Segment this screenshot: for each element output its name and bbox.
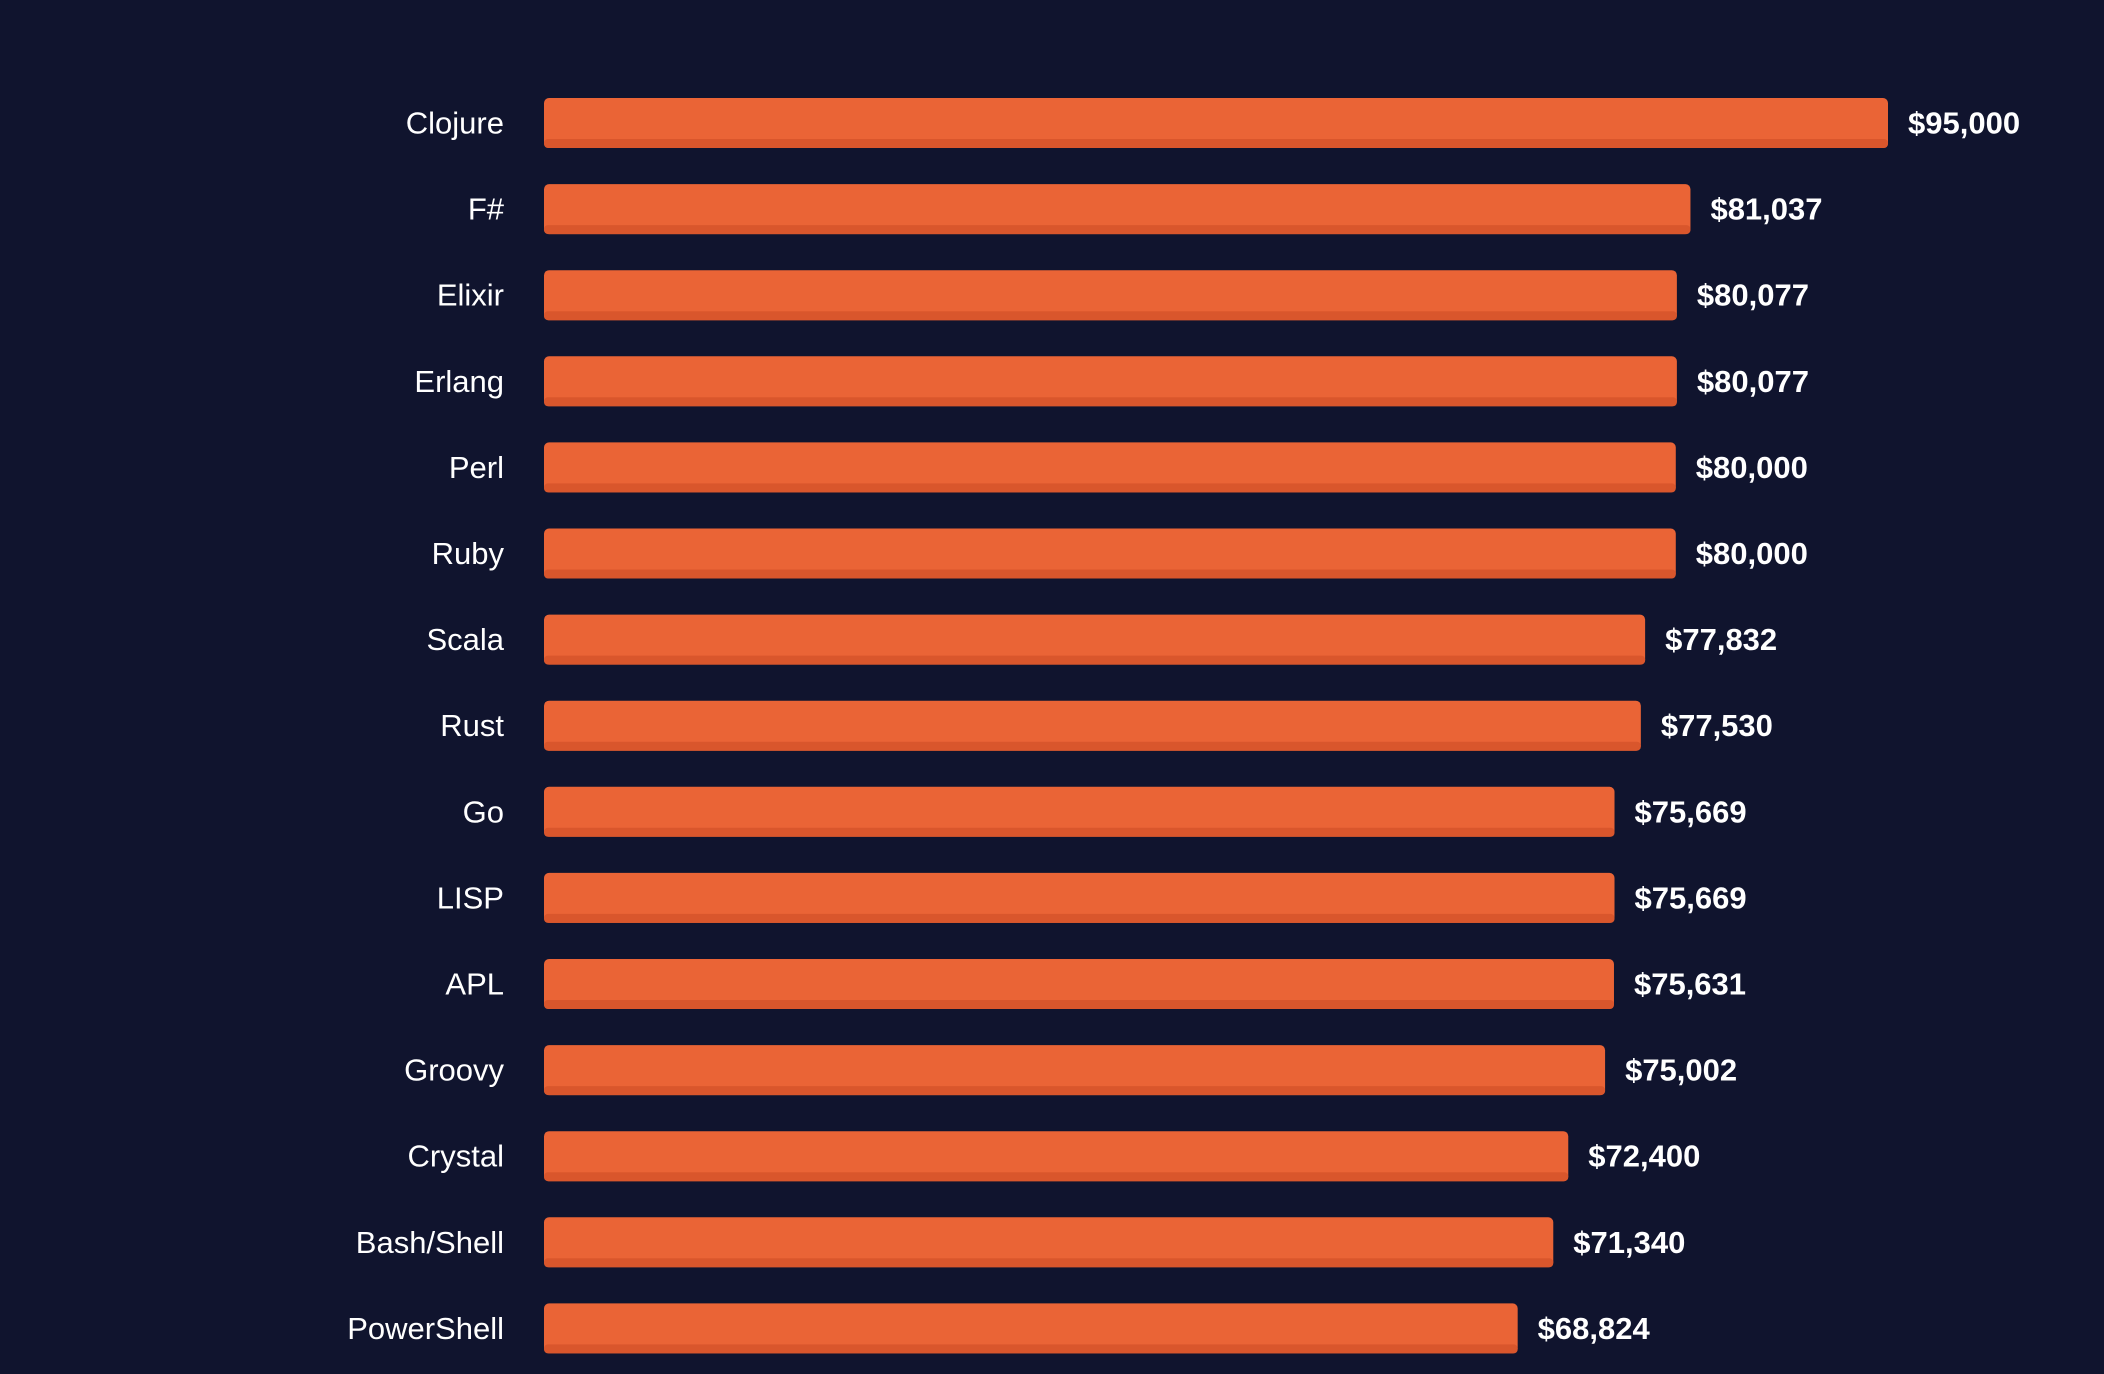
bar-row: LISP $75,669 xyxy=(437,872,1747,923)
bar-bottom-shade xyxy=(544,1000,1614,1009)
bar-bottom-shade xyxy=(544,1172,1569,1182)
bar-bottom-shade xyxy=(544,1086,1606,1096)
value-label: $75,002 xyxy=(1625,1053,1737,1088)
value-label: $80,077 xyxy=(1697,364,1809,399)
category-label: F# xyxy=(468,192,505,227)
category-label: Groovy xyxy=(404,1053,504,1088)
bar xyxy=(544,1045,1606,1096)
bar xyxy=(544,184,1691,235)
bar-bottom-shade xyxy=(544,139,1888,148)
bar xyxy=(544,442,1676,493)
bar-bottom-shade xyxy=(544,741,1641,751)
bar xyxy=(544,1303,1518,1354)
category-label: Crystal xyxy=(408,1139,504,1174)
value-label: $81,037 xyxy=(1710,192,1822,227)
category-label: Elixir xyxy=(437,278,504,313)
bar-row: Go $75,669 xyxy=(463,786,1747,837)
value-label: $68,824 xyxy=(1538,1311,1651,1346)
category-label: PowerShell xyxy=(347,1311,504,1346)
category-label: LISP xyxy=(437,880,504,915)
bar-row: Erlang $80,077 xyxy=(414,356,1809,407)
bar xyxy=(544,356,1677,407)
value-label: $95,000 xyxy=(1908,106,2020,141)
value-label: $75,669 xyxy=(1635,880,1747,915)
bar-row: F# $81,037 xyxy=(468,184,1823,235)
bar xyxy=(544,1217,1554,1268)
bar xyxy=(544,959,1614,1009)
bar xyxy=(544,98,1888,148)
bar xyxy=(544,700,1641,751)
category-label: Erlang xyxy=(414,364,504,399)
category-label: Perl xyxy=(449,450,504,485)
bar-row: Rust $77,530 xyxy=(440,700,1773,751)
bar-row: Ruby $80,000 xyxy=(432,528,1808,579)
bar-row: Perl $80,000 xyxy=(449,442,1808,493)
value-label: $77,530 xyxy=(1661,708,1773,743)
bar-row: APL $75,631 xyxy=(445,959,1746,1009)
bar xyxy=(544,614,1646,665)
bar xyxy=(544,872,1615,923)
bar xyxy=(544,270,1677,321)
bar-bottom-shade xyxy=(544,483,1676,493)
bar xyxy=(544,1131,1569,1182)
bar-bottom-shade xyxy=(544,1344,1518,1354)
bar-row: Elixir $80,077 xyxy=(437,270,1809,321)
category-label: Ruby xyxy=(432,536,505,571)
bar xyxy=(544,786,1615,837)
category-label: Clojure xyxy=(406,106,504,141)
category-label: Go xyxy=(463,794,504,829)
bar-row: Groovy $75,002 xyxy=(404,1045,1737,1096)
value-label: $77,832 xyxy=(1665,622,1777,657)
bar-bottom-shade xyxy=(544,225,1691,235)
category-label: APL xyxy=(445,967,504,1002)
value-label: $72,400 xyxy=(1588,1139,1700,1174)
bar-row: Clojure $95,000 xyxy=(406,98,2020,148)
bar-bottom-shade xyxy=(544,311,1677,321)
bar xyxy=(544,528,1676,579)
value-label: $71,340 xyxy=(1573,1225,1685,1260)
value-label: $80,000 xyxy=(1696,450,1808,485)
bar-row: PowerShell $68,824 xyxy=(347,1303,1651,1354)
bar-row: Crystal $72,400 xyxy=(408,1131,1700,1182)
bar-bottom-shade xyxy=(544,397,1677,407)
bar-bottom-shade xyxy=(544,827,1615,837)
bar-row: Scala $77,832 xyxy=(426,614,1777,665)
value-label: $75,669 xyxy=(1635,794,1747,829)
bar-bottom-shade xyxy=(544,655,1646,665)
category-label: Scala xyxy=(426,622,504,657)
category-label: Bash/Shell xyxy=(356,1225,504,1260)
bar-bottom-shade xyxy=(544,913,1615,923)
bar-bottom-shade xyxy=(544,1258,1554,1268)
value-label: $80,000 xyxy=(1696,536,1808,571)
value-label: $75,631 xyxy=(1634,967,1746,1002)
bar-row: Bash/Shell $71,340 xyxy=(356,1217,1685,1268)
value-label: $80,077 xyxy=(1697,278,1809,313)
category-label: Rust xyxy=(440,708,504,743)
bar-bottom-shade xyxy=(544,569,1676,579)
